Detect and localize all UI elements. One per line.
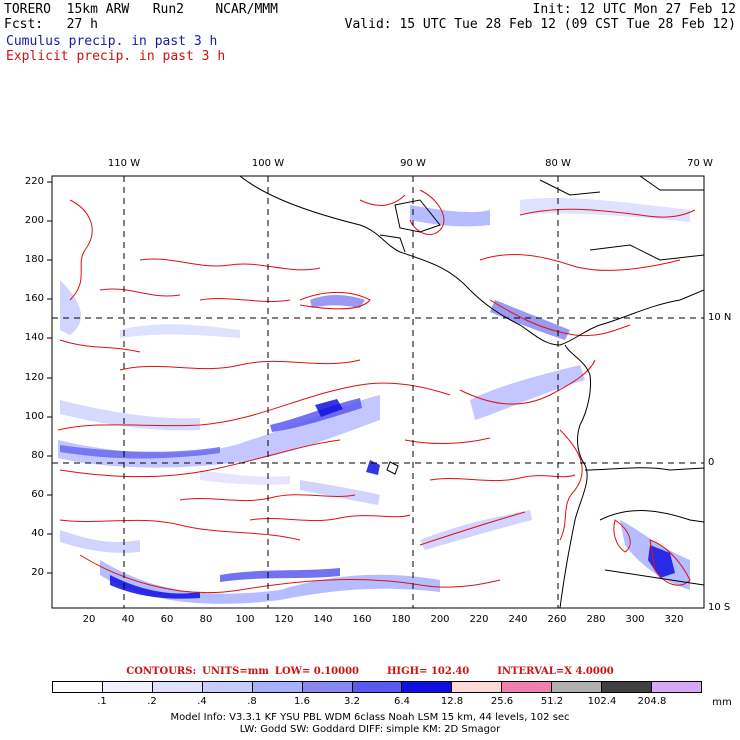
colorbar-label: .4 [197, 696, 207, 707]
x-tick: 220 [469, 614, 489, 625]
x-tick: 120 [274, 614, 294, 625]
map-frame-bg [52, 176, 704, 608]
colorbar-swatch [53, 682, 103, 692]
cumulus-precip [58, 198, 690, 604]
colorbar-label: 204.8 [637, 696, 667, 707]
contour-interval: INTERVAL=X 4.0000 [497, 666, 614, 677]
colorbar-label: 12.8 [440, 696, 464, 707]
y-tick: 60 [31, 489, 44, 500]
lat-lon-grid [52, 176, 704, 608]
colorbar-label: .1 [97, 696, 107, 707]
precip-colorbar [52, 681, 702, 693]
axis-ticks [47, 181, 52, 574]
y-tick: 80 [31, 450, 44, 461]
y-tick: 100 [24, 411, 44, 422]
x-tick: 260 [547, 614, 567, 625]
colorbar-label: 3.2 [344, 696, 360, 707]
contour-label: CONTOURS: [126, 666, 197, 677]
forecast-hour: Fcst: 27 h [4, 17, 98, 32]
model-title: TORERO 15km ARW Run2 NCAR/MMM [4, 2, 278, 17]
explicit-precip-contours [57, 189, 696, 594]
y-tick: 120 [24, 372, 44, 383]
contour-units: UNITS=mm [202, 666, 269, 677]
colorbar-label: 51.2 [540, 696, 564, 707]
lat-label: 10 N [708, 312, 732, 323]
y-tick: 180 [24, 254, 44, 265]
x-tick: 320 [664, 614, 684, 625]
x-tick: 240 [508, 614, 528, 625]
colorbar-label: 1.6 [294, 696, 310, 707]
y-tick: 220 [24, 176, 44, 187]
x-tick: 140 [313, 614, 333, 625]
x-tick: 20 [82, 614, 96, 625]
colorbar-swatch [102, 682, 153, 692]
lat-label: 10 S [708, 602, 731, 613]
contour-high: HIGH= 102.40 [386, 666, 470, 677]
y-tick: 140 [24, 332, 44, 343]
colorbar-swatch [652, 682, 701, 692]
colorbar-label: 6.4 [394, 696, 410, 707]
x-tick: 80 [199, 614, 213, 625]
valid-time: Valid: 15 UTC Tue 28 Feb 12 (09 CST Tue … [344, 17, 736, 32]
lon-label: 90 W [400, 158, 426, 169]
explicit-legend: Explicit precip. in past 3 h [6, 49, 226, 64]
lon-label: 80 W [545, 158, 571, 169]
colorbar-swatch [402, 682, 453, 692]
map-frame [51, 175, 705, 609]
x-tick: 60 [160, 614, 174, 625]
physics-info: LW: Godd SW: Goddard DIFF: simple KM: 2D… [239, 724, 501, 735]
colorbar-swatch [152, 682, 203, 692]
y-tick: 20 [31, 567, 44, 578]
x-tick: 280 [586, 614, 606, 625]
x-tick: 40 [121, 614, 135, 625]
x-tick: 200 [430, 614, 450, 625]
x-tick: 100 [235, 614, 255, 625]
colorbar-label: 102.4 [587, 696, 617, 707]
colorbar-swatch [252, 682, 303, 692]
x-tick: 180 [391, 614, 411, 625]
coastlines [239, 176, 704, 608]
colorbar-swatch [202, 682, 253, 692]
lon-label: 70 W [687, 158, 713, 169]
cumulus-legend: Cumulus precip. in past 3 h [6, 34, 218, 49]
model-info: Model Info: V3.3.1 KF YSU PBL WDM 6class… [170, 712, 570, 723]
y-tick: 40 [31, 528, 44, 539]
colorbar-swatch [452, 682, 503, 692]
x-tick: 160 [352, 614, 372, 625]
contour-info: CONTOURS: UNITS=mm LOW= 0.10000 HIGH= 102.4… [0, 666, 740, 677]
x-tick: 300 [625, 614, 645, 625]
lon-label: 110 W [107, 158, 141, 169]
y-tick: 160 [24, 293, 44, 304]
colorbar-swatch [552, 682, 603, 692]
contour-low: LOW= 0.10000 [274, 666, 359, 677]
colorbar-unit: mm [712, 697, 732, 708]
lat-label: 0 [708, 457, 715, 468]
colorbar-swatch [602, 682, 653, 692]
colorbar-swatch [502, 682, 553, 692]
init-time: Init: 12 UTC Mon 27 Feb 12 [532, 2, 737, 17]
colorbar-swatch [302, 682, 353, 692]
colorbar-swatch [352, 682, 403, 692]
colorbar-label: .8 [247, 696, 257, 707]
lon-label: 100 W [251, 158, 285, 169]
colorbar-label: .2 [147, 696, 157, 707]
y-tick: 200 [24, 215, 44, 226]
colorbar-label: 25.6 [490, 696, 514, 707]
